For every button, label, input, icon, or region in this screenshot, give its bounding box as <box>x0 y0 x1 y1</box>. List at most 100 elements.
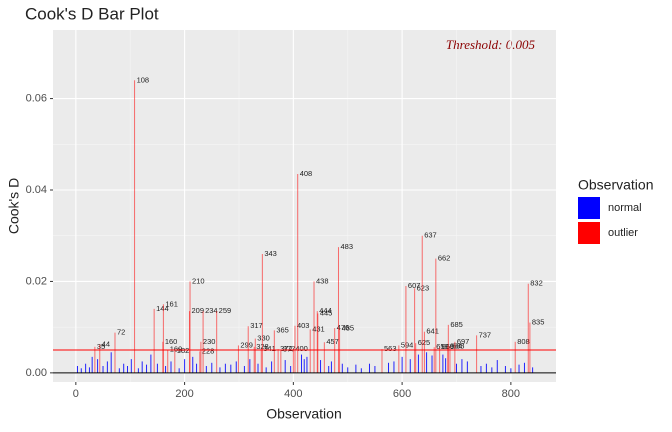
bar <box>196 363 198 373</box>
bar <box>237 345 239 373</box>
bar <box>254 338 256 373</box>
bar <box>455 363 457 373</box>
outlier-label: 259 <box>219 306 232 315</box>
bar <box>162 304 164 373</box>
y-tick-label: 0.04 <box>26 184 47 196</box>
outlier-label: 169 <box>170 345 183 354</box>
bar <box>532 367 534 373</box>
bar <box>529 322 531 373</box>
bar <box>328 366 330 373</box>
bar <box>284 360 286 373</box>
bar <box>421 235 423 373</box>
bar <box>189 281 191 373</box>
bar <box>337 247 339 373</box>
bar <box>527 283 529 373</box>
bar <box>417 354 419 373</box>
bar <box>137 368 139 373</box>
bar <box>514 341 516 373</box>
bar <box>409 359 411 373</box>
outlier-label: 594 <box>401 340 414 349</box>
outlier-label: 403 <box>297 321 310 330</box>
bar <box>94 346 96 373</box>
bar <box>123 363 125 373</box>
bar <box>480 366 482 373</box>
bar <box>368 363 370 373</box>
bar <box>309 329 311 373</box>
y-axis-title: Cook's D <box>6 178 22 234</box>
x-axis-title: Observation <box>266 406 341 422</box>
outlier-label: 72 <box>117 328 125 337</box>
bar <box>273 330 275 373</box>
bar <box>188 311 190 373</box>
outlier-label: 209 <box>191 306 204 315</box>
bar <box>454 341 456 373</box>
bar <box>91 356 93 373</box>
bar <box>167 349 169 373</box>
bar <box>476 335 478 373</box>
bar <box>235 361 237 373</box>
bar <box>496 360 498 373</box>
bar <box>260 349 262 373</box>
outlier-label: 35 <box>97 342 105 351</box>
outlier-label: 457 <box>326 337 339 346</box>
outlier-label: 637 <box>424 231 437 240</box>
bar <box>165 366 167 373</box>
outlier-label: 299 <box>240 340 253 349</box>
bar <box>341 363 343 373</box>
bar <box>491 367 493 373</box>
outlier-label: 330 <box>257 334 270 343</box>
outlier-label: 607 <box>408 281 421 290</box>
bar <box>449 346 451 373</box>
bar <box>85 363 87 373</box>
outlier-label: 438 <box>316 276 329 285</box>
x-tick-label: 800 <box>502 388 520 400</box>
bar <box>423 331 425 373</box>
bar <box>106 361 108 373</box>
bar <box>170 361 172 373</box>
outlier-label: 343 <box>264 249 277 258</box>
bar <box>292 349 294 373</box>
bar <box>347 367 349 373</box>
bar <box>415 343 417 373</box>
bar <box>401 356 403 373</box>
bar <box>211 362 213 373</box>
outlier-label: 408 <box>300 169 313 178</box>
bar <box>249 359 251 373</box>
outlier-label: 372 <box>280 344 293 353</box>
bar <box>261 254 263 373</box>
bar <box>320 360 322 373</box>
outlier-label: 485 <box>342 323 355 332</box>
bar <box>445 358 447 373</box>
outlier-label: 431 <box>312 324 325 333</box>
bar <box>265 367 267 373</box>
bar <box>184 359 186 373</box>
plot-panel <box>53 30 556 382</box>
bar <box>99 344 101 373</box>
bar <box>156 363 158 373</box>
bar <box>199 351 201 373</box>
bar <box>290 366 292 373</box>
outlier-label: 688 <box>452 341 465 350</box>
bar <box>253 346 255 373</box>
bar <box>202 311 204 373</box>
bar <box>80 368 82 373</box>
outlier-label: 835 <box>532 318 545 327</box>
bar <box>294 325 296 373</box>
bar <box>317 313 319 373</box>
y-tick-label: 0.02 <box>26 275 47 287</box>
bar <box>277 349 279 373</box>
bar <box>466 361 468 373</box>
bar <box>205 366 207 373</box>
bar <box>374 366 376 373</box>
y-tick-label: 0.06 <box>26 92 47 104</box>
bar <box>330 361 332 373</box>
outlier-label: 160 <box>165 337 178 346</box>
bar <box>303 359 305 373</box>
threshold-annotation: Threshold: 0.005 <box>446 37 536 52</box>
bar <box>219 367 221 373</box>
outlier-label: 377 <box>283 345 296 354</box>
bar <box>355 364 357 373</box>
bar <box>447 346 449 373</box>
outlier-label: 832 <box>530 279 543 288</box>
bar <box>118 368 120 373</box>
